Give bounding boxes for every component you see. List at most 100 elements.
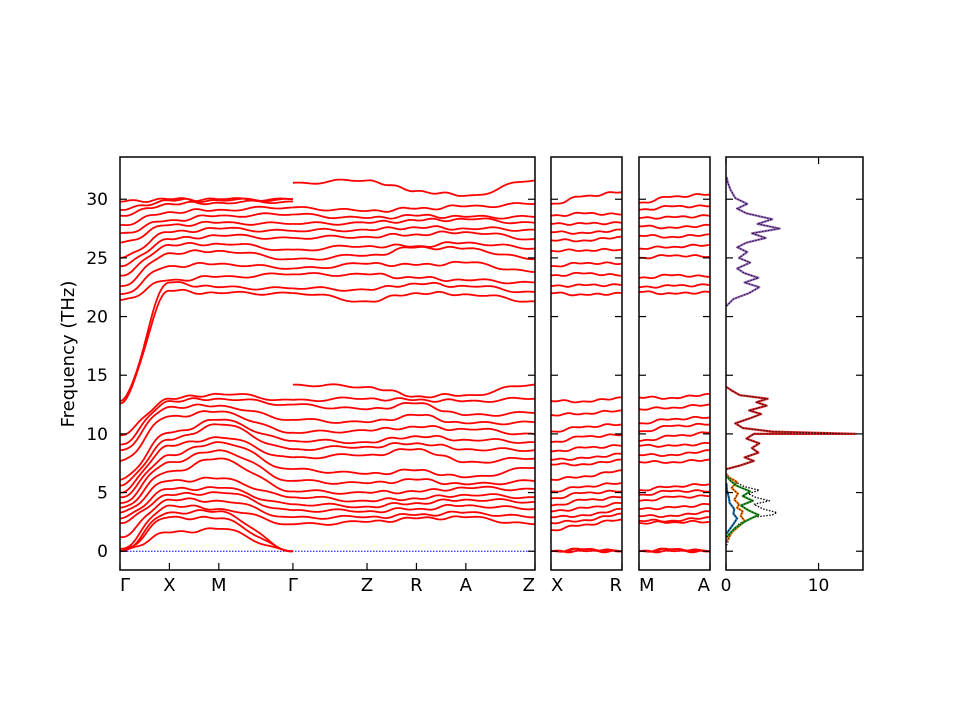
y-tick-label: 20 <box>86 308 108 328</box>
phonon-band-line <box>551 469 623 481</box>
phonon-band-line <box>292 241 536 252</box>
phonon-band-line <box>292 401 535 417</box>
phonon-band-line <box>550 191 623 205</box>
phonon-band-line <box>638 204 710 211</box>
phonon-band-line <box>120 441 293 499</box>
phonon-band-line <box>292 383 536 399</box>
phonon-band-line <box>292 272 536 285</box>
phonon-band-line <box>550 283 622 288</box>
x-tick-label: Γ <box>120 575 130 596</box>
dos-frame <box>725 156 864 571</box>
y-tick-label: 25 <box>86 249 108 269</box>
phonon-band-line <box>550 235 623 243</box>
ma-frame <box>638 156 711 571</box>
phonon-band-line <box>119 233 293 268</box>
phonon-band-line <box>550 409 622 417</box>
phonon-band-line <box>638 510 710 518</box>
phonon-band-line <box>550 433 623 443</box>
phonon-band-line <box>551 512 623 525</box>
phonon-band-line <box>550 507 623 519</box>
y-tick-label: 5 <box>97 484 108 504</box>
phonon-band-line <box>638 442 711 448</box>
phonon-band-line <box>292 396 536 403</box>
xr-frame <box>550 156 623 571</box>
dos-x-tick-label: 0 <box>721 576 732 596</box>
phonon-band-line <box>119 403 293 452</box>
x-tick-label: Z <box>523 575 535 596</box>
phonon-band-line <box>119 449 293 504</box>
phonon-band-line <box>639 283 710 289</box>
phonon-band-line <box>119 392 293 437</box>
phonon-band-line <box>550 458 623 467</box>
phonon-band-line <box>551 547 623 553</box>
x-tick-label: M <box>211 575 227 596</box>
phonon-band-line <box>638 254 711 260</box>
phonon-band-line <box>292 515 535 526</box>
x-tick-label: X <box>163 575 175 596</box>
phonon-band-line <box>119 281 293 402</box>
phonon-band-line <box>551 502 622 513</box>
phonon-band-line <box>639 243 710 250</box>
phonon-band-line <box>551 221 622 226</box>
phonon-band-line <box>292 485 536 495</box>
phonon-band-line <box>119 205 293 226</box>
bands-main-panel: 0 5 10 15 20 25 30 Γ X M Γ Z R A Z <box>86 156 536 596</box>
phonon-band-line <box>119 262 293 296</box>
phonon-band-line <box>551 247 622 253</box>
phonon-band-line <box>292 435 535 445</box>
y-axis-label: Frequency (THz) <box>58 281 79 428</box>
phonon-band-line <box>120 491 293 524</box>
phonon-band-line <box>639 458 710 464</box>
dos-curve-overlay <box>726 475 760 538</box>
phonon-band-line <box>120 197 293 203</box>
phonon-band-line <box>639 403 710 411</box>
phonon-band-line <box>292 413 536 426</box>
dos-x-tick-label: 10 <box>808 576 830 596</box>
phonon-band-line <box>639 483 711 492</box>
phonon-band-line <box>119 497 293 539</box>
phonon-band-line <box>638 449 711 458</box>
phonon-band-line <box>550 423 623 433</box>
x-tick-label: Z <box>361 575 373 596</box>
x-tick-label: Γ <box>288 575 298 596</box>
phonon-band-line <box>638 393 711 400</box>
phonon-band-line <box>120 527 293 553</box>
x-tick-label: A <box>698 575 711 596</box>
phonon-band-line <box>639 431 710 442</box>
phonon-band-line <box>292 498 536 509</box>
phonon-band-line <box>638 223 711 230</box>
phonon-band-line <box>119 504 293 550</box>
y-tick-label: 30 <box>86 190 108 210</box>
phonon-band-line <box>292 291 535 303</box>
phonon-band-line <box>119 418 293 481</box>
phonon-band-line <box>292 442 536 452</box>
main-frame <box>119 156 536 571</box>
phonon-band-line <box>550 211 622 217</box>
dos-curve-overlay <box>726 386 856 470</box>
phonon-band-line <box>292 510 536 520</box>
y-tick-label: 10 <box>86 425 108 445</box>
phonon-band-line <box>292 467 536 479</box>
phonon-band-line <box>639 519 710 525</box>
y-tick-label: 15 <box>86 366 108 386</box>
phonon-band-line <box>551 518 623 532</box>
phonon-band-line <box>550 489 623 500</box>
phonon-band-line <box>119 242 293 277</box>
phonon-band-line <box>119 288 293 405</box>
phonon-band-line <box>119 212 293 235</box>
phonon-band-line <box>639 416 710 425</box>
phonon-band-line <box>639 547 711 553</box>
phonon-band-line <box>119 410 293 462</box>
y-tick-label: 0 <box>97 542 108 562</box>
phonon-band-line <box>292 225 536 233</box>
phonon-band-line <box>292 212 535 220</box>
x-tick-label: X <box>551 575 563 596</box>
phonon-band-line <box>120 423 293 487</box>
phonon-band-line <box>550 444 623 453</box>
phonon-band-line <box>119 515 293 553</box>
x-tick-label: M <box>639 575 655 596</box>
phonon-band-line <box>120 436 293 494</box>
